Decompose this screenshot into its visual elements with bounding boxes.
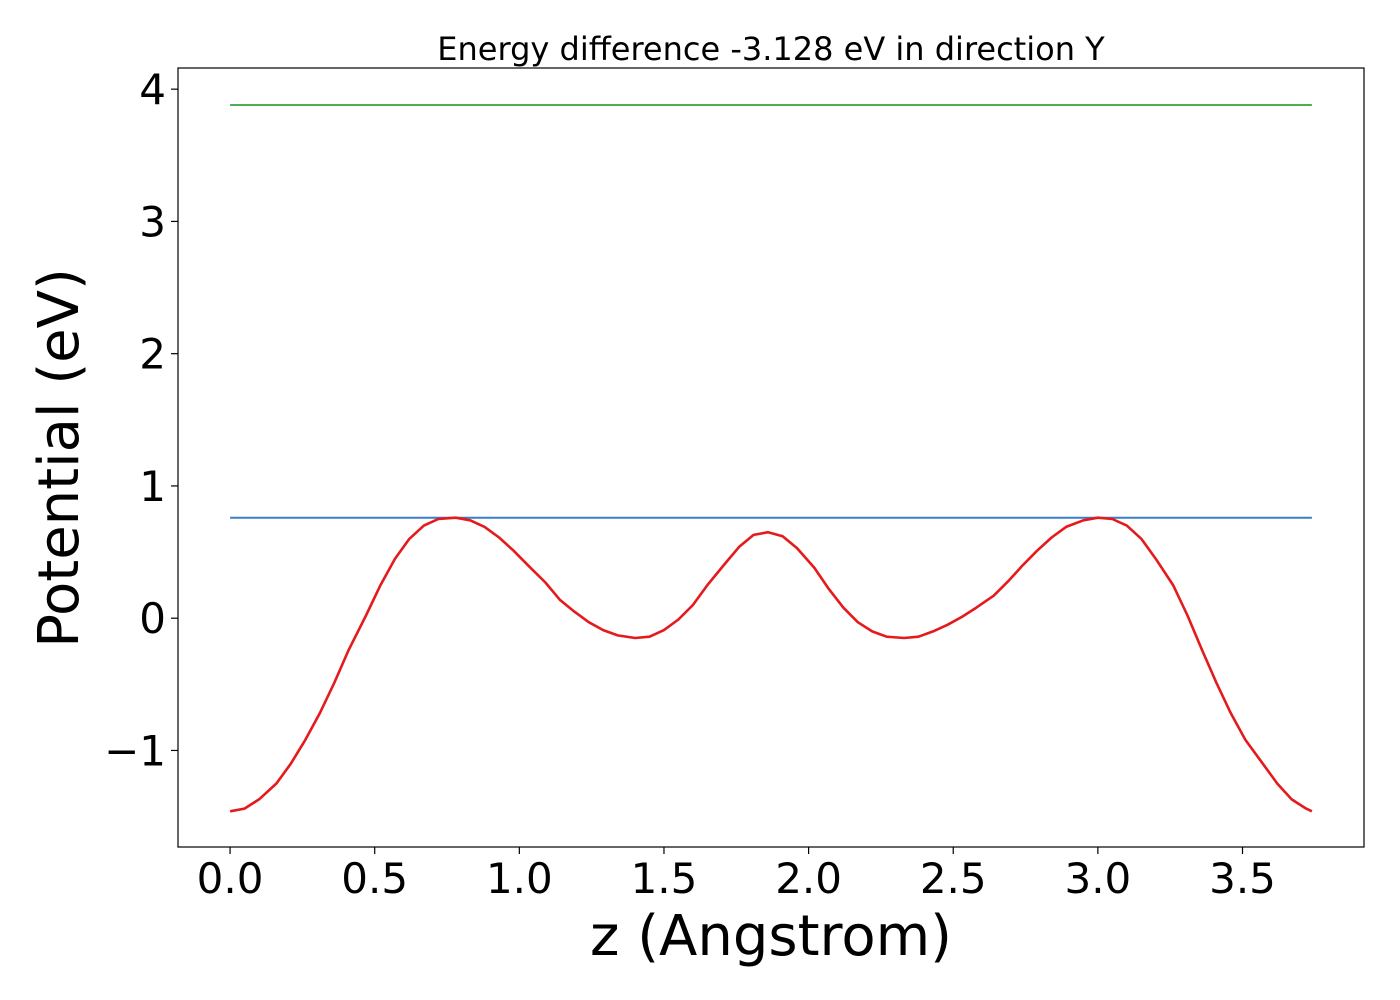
series-layer [229, 104, 1313, 813]
potential-curve [229, 516, 1313, 813]
y-tick-label: −1 [104, 726, 166, 775]
x-tick-label: 0.0 [197, 854, 264, 903]
y-tick-label: 3 [139, 197, 166, 246]
plot-frame [177, 67, 1365, 848]
x-tick-label: 0.5 [341, 854, 408, 903]
x-tick-label: 2.5 [920, 854, 987, 903]
x-tick-label: 1.5 [631, 854, 698, 903]
y-tick-label: 1 [139, 462, 166, 511]
x-tick-label: 1.0 [486, 854, 553, 903]
x-axis-label: z (Angstrom) [590, 904, 952, 969]
y-tick-label: 2 [139, 330, 166, 379]
x-tick-label: 2.0 [775, 854, 842, 903]
y-tick-label: 0 [139, 594, 166, 643]
y-axis-label: Potential (eV) [27, 268, 92, 648]
x-axis: 0.0 0.5 1.0 1.5 2.0 2.5 3.0 3.5 [197, 847, 1276, 903]
chart-title: Energy difference -3.128 eV in direction… [437, 30, 1105, 68]
y-axis: −1 0 1 2 3 4 [104, 65, 178, 775]
x-tick-label: 3.5 [1209, 854, 1276, 903]
x-tick-label: 3.0 [1064, 854, 1131, 903]
y-tick-label: 4 [139, 65, 166, 114]
